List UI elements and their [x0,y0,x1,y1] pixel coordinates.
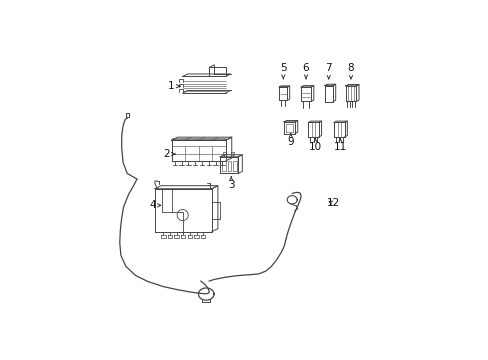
Text: 7: 7 [325,63,331,79]
Text: 11: 11 [333,139,346,152]
Text: 12: 12 [326,198,340,208]
Text: 8: 8 [347,63,353,79]
Text: 4: 4 [149,201,161,210]
Text: 10: 10 [308,139,322,152]
Text: 1: 1 [168,81,180,91]
Text: 5: 5 [280,63,286,79]
Text: 6: 6 [302,63,309,79]
Text: 2: 2 [163,149,175,159]
Text: 3: 3 [227,177,234,190]
Text: 9: 9 [287,134,293,147]
